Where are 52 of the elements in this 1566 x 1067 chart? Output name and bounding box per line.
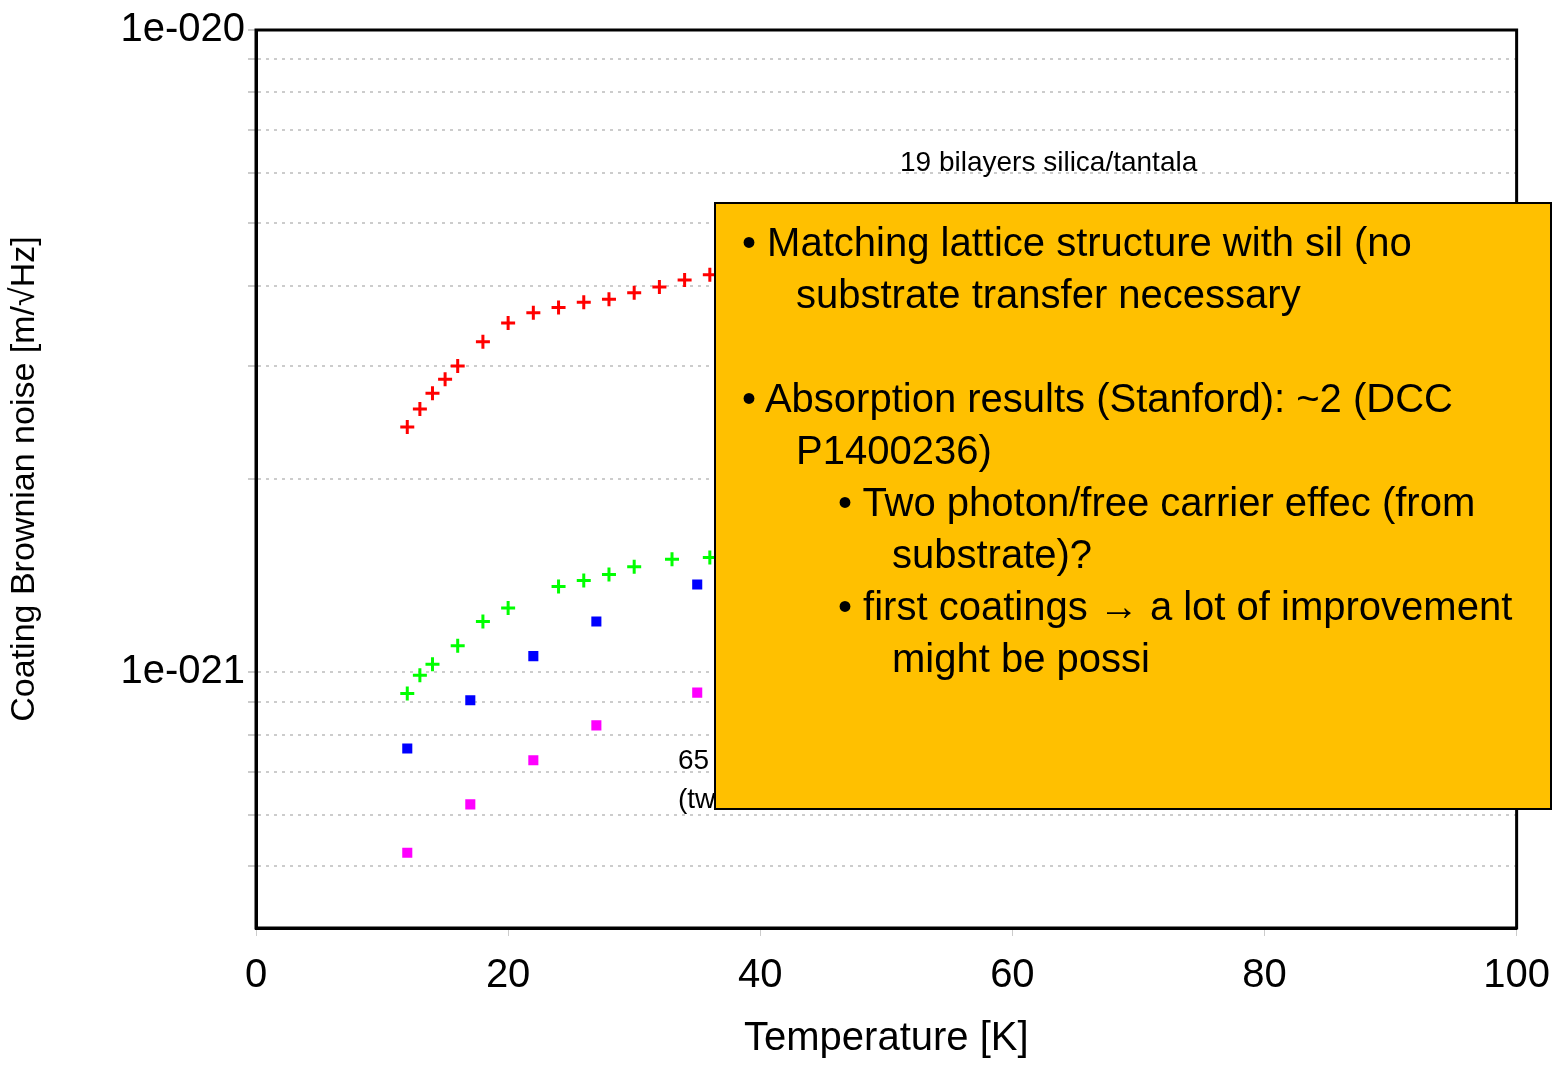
x-tick-label: 40 <box>738 951 783 996</box>
point <box>528 755 539 766</box>
point <box>591 720 602 731</box>
point <box>436 370 454 388</box>
point <box>411 666 429 684</box>
point <box>676 271 694 289</box>
x-axis-title: Temperature [K] <box>744 1014 1029 1059</box>
y-tick-label: 1e-020 <box>120 5 245 50</box>
point <box>449 637 467 655</box>
x-tick-label: 80 <box>1242 951 1287 996</box>
point <box>575 293 593 311</box>
point <box>663 550 681 568</box>
x-tick-label: 60 <box>990 951 1035 996</box>
point <box>550 298 568 316</box>
point <box>600 566 618 584</box>
point <box>474 333 492 351</box>
annotation: • Matching lattice structure with sil (no substrate transfer necessary <box>741 219 1413 318</box>
point <box>423 655 441 673</box>
annotation: 65 <box>678 743 710 775</box>
point <box>465 799 476 810</box>
point <box>398 418 416 436</box>
point <box>625 284 643 302</box>
annotation: (tw <box>678 782 717 814</box>
point <box>692 579 703 590</box>
point <box>398 685 416 703</box>
point <box>499 599 517 617</box>
y-tick-label: 1e-021 <box>120 647 245 692</box>
point <box>575 572 593 590</box>
point <box>600 290 618 308</box>
point <box>650 278 668 296</box>
point <box>402 743 413 754</box>
annotation: 19 bilayers silica/tantala <box>900 145 1198 177</box>
point <box>499 314 517 332</box>
point <box>449 357 467 375</box>
annotation: • Two photon/free carrier effec (from substrate)? <box>837 479 1477 578</box>
point <box>591 616 602 627</box>
x-tick-label: 20 <box>485 951 531 996</box>
annotation: • Absorption results (Stanford): ~2 (DCC P1400236) <box>741 375 1454 474</box>
x-tick-label: 0 <box>244 951 268 996</box>
point <box>402 847 413 858</box>
y-axis-title: Coating Brownian noise [m/√Hz] <box>2 236 41 722</box>
point <box>465 695 476 706</box>
point <box>474 613 492 631</box>
annotation: • first coatings → a lot of improvement might be possi <box>837 583 1514 682</box>
point <box>423 384 441 402</box>
point <box>528 651 539 662</box>
x-tick-label: 100 <box>1483 951 1551 996</box>
point <box>692 687 703 698</box>
point <box>625 558 643 576</box>
point <box>411 400 429 418</box>
point <box>524 304 542 322</box>
point <box>550 578 568 596</box>
